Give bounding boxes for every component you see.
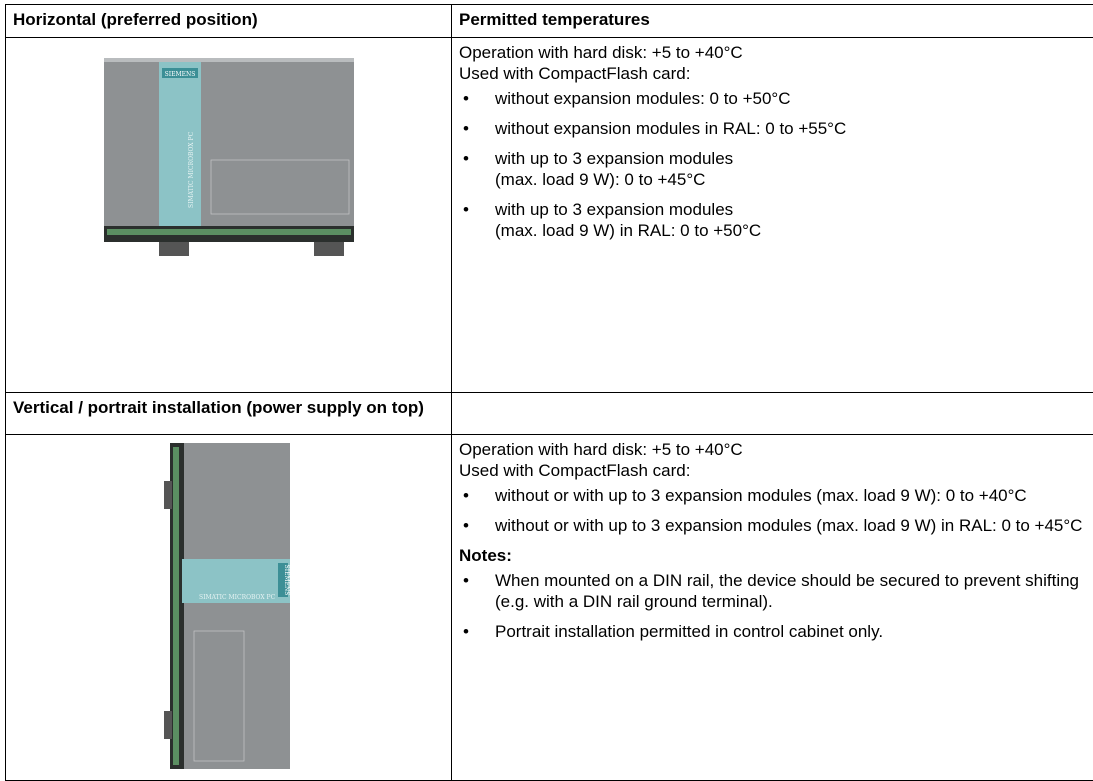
device-body [104,58,354,238]
vertical-row: SIEMENS SIMATIC MICROBOX PC Operation wi… [6,435,1093,781]
note: Portrait installation permitted in contr… [459,621,1089,642]
connector [164,481,172,509]
terminals [107,229,351,235]
header-cell: Vertical / portrait installation (power … [6,393,452,435]
header-cell: Horizontal (preferred position) [6,5,452,38]
connector [164,711,172,739]
bullet-list: without or with up to 3 expansion module… [459,485,1089,536]
header-row: Horizontal (preferred position) Permitte… [6,5,1093,38]
bullet: without expansion modules: 0 to +50°C [459,88,1089,109]
vertical-header-row: Vertical / portrait installation (power … [6,393,1093,435]
bullet: without or with up to 3 expansion module… [459,485,1089,506]
connector [314,242,344,256]
temperature-table: Horizontal (preferred position) Permitte… [5,4,1093,781]
bullet-list: without expansion modules: 0 to +50°C wi… [459,88,1089,241]
device-edge [104,58,354,62]
brand: SIEMENS [283,565,290,596]
text-line: Operation with hard disk: +5 to +40°C [459,42,1089,63]
bullet: without expansion modules in RAL: 0 to +… [459,118,1089,139]
text-cell: Operation with hard disk: +5 to +40°C Us… [452,38,1093,393]
bullet: with up to 3 expansion modules (max. loa… [459,199,1089,241]
product-name: SIMATIC MICROBOX PC [188,131,195,208]
text-line: Used with CompactFlash card: [459,63,1089,84]
device-body [182,443,290,769]
device-vertical: SIEMENS SIMATIC MICROBOX PC [164,441,294,771]
empty-cell [452,393,1093,435]
bullet: without or with up to 3 expansion module… [459,515,1089,536]
note: When mounted on a DIN rail, the device s… [459,570,1089,612]
bullet: with up to 3 expansion modules (max. loa… [459,148,1089,190]
terminals [173,447,179,765]
image-cell: SIEMENS SIMATIC MICROBOX PC [6,38,452,393]
horizontal-row: SIEMENS SIMATIC MICROBOX PC Operation wi… [6,38,1093,393]
text-cell: Operation with hard disk: +5 to +40°C Us… [452,435,1093,781]
notes-title: Notes: [459,545,1089,566]
text-line: Operation with hard disk: +5 to +40°C [459,439,1089,460]
header-cell: Permitted temperatures [452,5,1093,38]
image-cell: SIEMENS SIMATIC MICROBOX PC [6,435,452,781]
connector [159,242,189,256]
text-line: Used with CompactFlash card: [459,460,1089,481]
device-horizontal: SIEMENS SIMATIC MICROBOX PC [99,48,359,263]
notes-list: When mounted on a DIN rail, the device s… [459,570,1089,642]
product-name: SIMATIC MICROBOX PC [199,594,276,601]
brand: SIEMENS [164,71,195,78]
